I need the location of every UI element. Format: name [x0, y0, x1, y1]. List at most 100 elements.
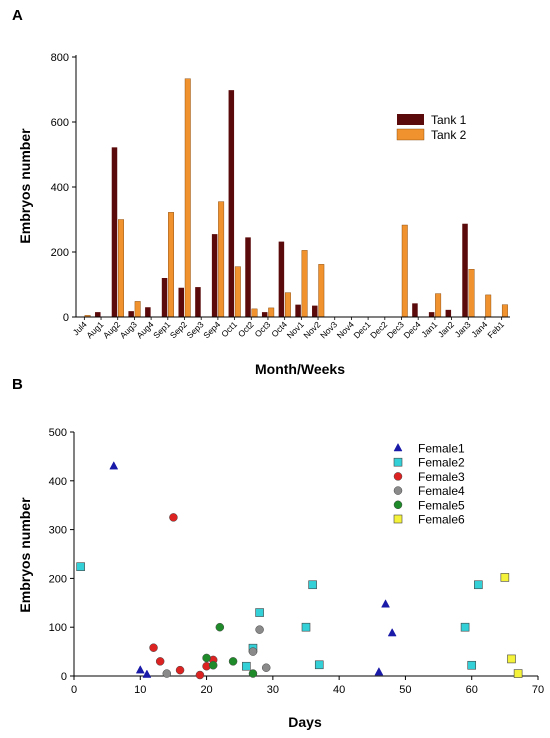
point-female5-4 [248, 669, 258, 678]
point-female3-3 [175, 665, 185, 675]
legend-marker-female1 [393, 442, 403, 452]
legend-label-tank1: Tank 1 [431, 113, 467, 127]
point-female1-2 [142, 669, 152, 678]
bar-tank2-jan3 [468, 269, 475, 318]
point-female3-2 [169, 513, 178, 522]
bar-tank1-nov2 [312, 305, 318, 317]
point-female2-7 [460, 622, 470, 632]
point-female4-0 [162, 669, 172, 678]
point-female1-5 [387, 628, 397, 637]
x-tick-label-sep1: Sep1 [151, 319, 172, 340]
x-tick-label-aug1: Aug1 [84, 319, 105, 340]
point-female2-1 [242, 661, 251, 671]
point-female3-0 [149, 643, 158, 652]
point-female1-3 [374, 667, 384, 676]
bar-tank1-nov1 [295, 304, 301, 317]
bar-tank1-aug1 [95, 312, 101, 317]
y-tick-label-800: 800 [51, 52, 69, 64]
point-female2-5 [308, 580, 317, 590]
y-tick-label-500: 500 [49, 427, 67, 439]
legend-label-female6: Female6 [418, 513, 465, 527]
x-tick-label-nov1: Nov1 [285, 319, 306, 340]
y-tick-label-600: 600 [51, 117, 69, 129]
bar-tank1-jan1 [428, 312, 435, 317]
legend-marker-female5 [393, 500, 403, 510]
x-tick-label-dec2: Dec2 [368, 319, 389, 340]
x-tick-label-oct1: Oct1 [219, 319, 239, 339]
point-female4-3 [261, 663, 271, 672]
point-female6-1 [507, 654, 516, 664]
point-female4-1 [248, 647, 258, 656]
x-tick-label-nov4: Nov4 [335, 319, 356, 340]
bar-tank2-aug3 [134, 301, 141, 318]
panel-a-label: A [12, 7, 23, 24]
point-female6-0 [500, 573, 510, 582]
legend-swatch-tank2 [396, 128, 425, 141]
x-tick-label-sep3: Sep3 [184, 319, 205, 340]
legend-label-tank2: Tank 2 [431, 128, 467, 142]
x-tick-label-sep4: Sep4 [201, 319, 222, 340]
x-tick-label-70: 70 [532, 684, 544, 696]
bar-tank1-jan3 [462, 223, 468, 317]
bar-tank2-aug2 [118, 219, 124, 318]
legend-marker-female6 [393, 514, 403, 524]
bar-tank2-nov2 [318, 264, 325, 318]
x-tick-label-nov3: Nov3 [318, 319, 339, 340]
x-tick-label-30: 30 [267, 684, 279, 696]
legend-label-female3: Female3 [418, 470, 465, 484]
x-tick-label-feb1: Feb1 [485, 319, 506, 340]
x-tick-label-60: 60 [466, 684, 478, 696]
bar-tank1-aug2 [111, 147, 118, 317]
x-tick-label-dec4: Dec4 [402, 319, 423, 340]
x-tick-label-10: 10 [134, 684, 146, 696]
point-female4-2 [255, 625, 264, 634]
bar-tank1-jan2 [445, 309, 452, 317]
x-tick-label-jan1: Jan1 [419, 319, 439, 339]
bar-tank1-sep4 [211, 234, 218, 317]
bar-tank2-dec3 [401, 224, 408, 318]
bar-tank2-feb1 [501, 304, 508, 318]
panel-b-x-axis-title: Days [288, 714, 322, 730]
bar-tank2-sep1 [168, 212, 175, 318]
legend-swatch-tank1 [397, 114, 424, 125]
y-tick-label-400: 400 [49, 476, 67, 488]
panel-b-y-axis-title: Embryos number [17, 497, 33, 613]
bar-tank1-oct4 [278, 241, 285, 317]
x-tick-label-aug2: Aug2 [101, 319, 122, 340]
point-female1-0 [109, 461, 119, 470]
x-tick-label-50: 50 [399, 684, 411, 696]
bar-tank1-aug3 [128, 311, 134, 317]
y-tick-label-0: 0 [61, 671, 67, 683]
point-female2-0 [76, 562, 85, 571]
x-tick-label-oct2: Oct2 [236, 319, 256, 339]
x-tick-label-dec3: Dec3 [385, 319, 406, 340]
point-female2-9 [474, 580, 483, 590]
point-female2-6 [314, 660, 324, 670]
panel-a-y-axis-title: Embryos number [17, 128, 33, 244]
x-tick-label-dec1: Dec1 [351, 319, 372, 340]
x-tick-label-0: 0 [71, 684, 77, 696]
point-female1-4 [381, 599, 390, 608]
legend-label-female5: Female5 [418, 498, 465, 512]
legend-label-female4: Female4 [418, 484, 465, 498]
legend-marker-female3 [393, 472, 403, 481]
panel-b-legend: Female1Female2Female3Female4Female5Femal… [393, 442, 465, 527]
bar-tank2-jan1 [435, 293, 442, 318]
point-female3-4 [195, 670, 205, 680]
legend-marker-female2 [393, 457, 403, 467]
y-tick-label-0: 0 [63, 312, 69, 324]
legend-label-female2: Female2 [418, 456, 465, 470]
panel-b-points [76, 461, 523, 680]
panel-a: A Jul4Aug1Aug2Aug3Aug4Sep1Sep2Sep3Sep4Oc… [12, 7, 510, 377]
bar-tank1-oct3 [261, 312, 268, 317]
bar-tank2-sep2 [184, 78, 191, 318]
point-female5-2 [215, 622, 225, 632]
x-tick-label-aug4: Aug4 [134, 319, 155, 340]
bar-tank1-oct1 [228, 90, 235, 318]
bar-tank1-oct2 [245, 237, 251, 317]
y-tick-label-300: 300 [49, 525, 67, 537]
panel-a-x-axis-title: Month/Weeks [255, 361, 345, 377]
bar-tank1-aug4 [145, 307, 151, 317]
